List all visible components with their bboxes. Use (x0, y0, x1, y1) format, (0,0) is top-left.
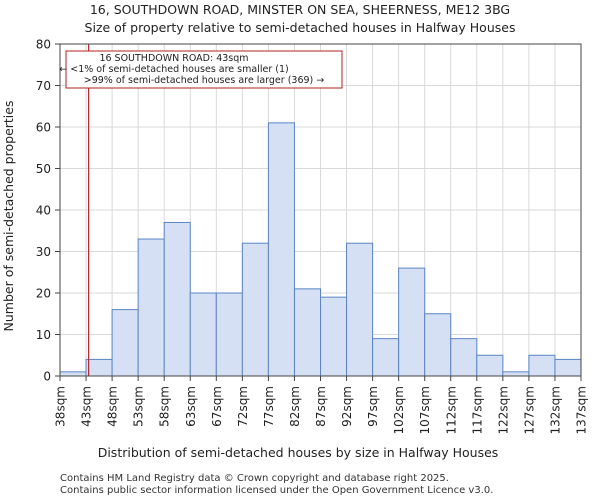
x-tick-label: 97sqm (366, 386, 380, 427)
x-tick-label: 127sqm (522, 386, 536, 434)
histogram-bar (502, 371, 530, 377)
x-tick-label: 137sqm (575, 386, 589, 434)
histogram-bar (528, 354, 556, 377)
x-tick-label: 63sqm (184, 386, 198, 427)
annotation-box (65, 50, 343, 89)
x-tick-label: 112sqm (444, 386, 458, 434)
annotation-line-1: 16 SOUTHDOWN ROAD: 43sqm (99, 53, 248, 64)
histogram-bar (241, 242, 269, 377)
x-tick-label: 107sqm (418, 386, 432, 434)
y-tick-label: 30 (36, 245, 51, 259)
y-tick-label: 40 (36, 204, 51, 218)
x-axis-label: Distribution of semi-detached houses by … (98, 445, 499, 460)
histogram-bar (293, 288, 322, 377)
annotation-line-3: >99% of semi-detached houses are larger … (84, 75, 325, 86)
x-tick-label: 92sqm (340, 386, 354, 427)
y-axis-label: Number of semi-detached properties (1, 101, 16, 332)
histogram-bar (85, 358, 113, 377)
annotation-line-2: ← <1% of semi-detached houses are smalle… (59, 64, 288, 75)
x-tick-label: 53sqm (132, 386, 146, 427)
y-tick-label: 80 (36, 38, 51, 52)
histogram-bar (554, 358, 582, 377)
footer-attribution-2: Contains public sector information licen… (60, 485, 494, 496)
x-tick-label: 38sqm (54, 386, 68, 427)
histogram-bar (163, 221, 191, 377)
histogram-bar (346, 242, 374, 377)
histogram-bar (372, 338, 400, 377)
x-tick-label: 77sqm (262, 386, 276, 427)
x-tick-label: 117sqm (470, 386, 484, 434)
histogram-bar (320, 296, 348, 377)
histogram-chart: 16, SOUTHDOWN ROAD, MINSTER ON SEA, SHEE… (1, 2, 589, 460)
y-tick-label: 20 (36, 287, 51, 301)
histogram-bar (59, 371, 87, 377)
histogram-bar (189, 292, 217, 377)
histogram-bar (111, 309, 139, 377)
histogram-bar (450, 338, 478, 377)
x-tick-label: 48sqm (106, 386, 120, 427)
x-tick-label: 132sqm (548, 386, 562, 434)
histogram-bar (215, 292, 243, 377)
x-tick-label: 43sqm (80, 386, 94, 427)
histogram-bar (476, 354, 504, 377)
histogram-bar (398, 267, 426, 377)
x-tick-label: 82sqm (288, 386, 302, 427)
x-tick-label: 67sqm (210, 386, 224, 427)
y-tick-label: 10 (36, 328, 51, 342)
chart-subtitle: Size of property relative to semi-detach… (85, 20, 516, 35)
marker-annotation: 16 SOUTHDOWN ROAD: 43sqm ← <1% of semi-d… (59, 50, 343, 89)
y-tick-label: 50 (36, 162, 51, 176)
histogram-bar (137, 238, 165, 377)
x-tick-label: 72sqm (236, 386, 250, 427)
y-tick-label: 70 (36, 79, 51, 93)
x-tick-label: 102sqm (392, 386, 406, 434)
y-tick-label: 60 (36, 121, 51, 135)
x-tick-label: 58sqm (158, 386, 172, 427)
footer-attribution-1: Contains HM Land Registry data © Crown c… (60, 473, 449, 484)
x-tick-label: 122sqm (496, 386, 510, 434)
histogram-bar (424, 313, 452, 377)
histogram-bar (267, 122, 295, 377)
chart-title: 16, SOUTHDOWN ROAD, MINSTER ON SEA, SHEE… (90, 2, 510, 17)
y-tick-label: 0 (43, 370, 51, 384)
x-tick-label: 87sqm (314, 386, 328, 427)
